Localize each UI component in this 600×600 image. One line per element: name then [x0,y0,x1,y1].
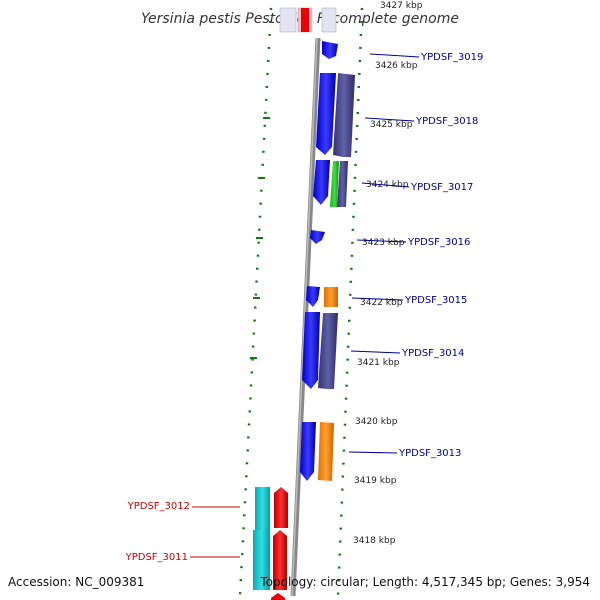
tick-label: 3426 kbp [375,61,418,71]
left-leader-lines [190,506,240,558]
gene-label-3011[interactable]: YPDSF_3011 [125,552,188,563]
gene-feature-3014-a[interactable] [302,312,320,389]
gene-label-3013[interactable]: YPDSF_3013 [398,448,461,459]
gene-feature-3014-b[interactable] [318,313,338,389]
gene-feature-3017-a[interactable] [313,160,330,205]
gene-feature-3017-c[interactable] [337,161,348,207]
gene-label-3012[interactable]: YPDSF_3012 [127,501,190,512]
right-leader-lines [348,53,420,454]
inner-guide-dashes [250,117,270,359]
gene-feature-3011-red[interactable] [273,530,287,590]
gene-feature-3013-b[interactable] [318,422,334,481]
tick-label: 3423 kbp [362,238,405,248]
gene-label-3016[interactable]: YPDSF_3016 [407,237,470,248]
gene-feature-3016[interactable] [310,230,325,244]
gene-label-3018[interactable]: YPDSF_3018 [415,116,478,127]
gene-feature-bottom-red[interactable] [271,593,285,600]
tick-label: 3419 kbp [354,476,397,486]
gene-feature-3017-b[interactable] [330,161,339,207]
gene-feature-3019[interactable] [322,41,338,59]
tick-label: 3427 kbp [380,1,423,11]
gene-feature-3013-a[interactable] [300,422,316,481]
tick-label: 3420 kbp [355,417,398,427]
left-gene-labels: YPDSF_3012 YPDSF_3011 [125,501,190,563]
tick-labels: 3427 kbp 3426 kbp 3425 kbp 3424 kbp 3423… [353,1,423,546]
feature-top-red[interactable] [301,8,309,32]
gene-label-3014[interactable]: YPDSF_3014 [401,348,464,359]
gene-feature-3018-a[interactable] [316,73,336,155]
tick-label: 3421 kbp [357,358,400,368]
feature-top-light[interactable] [279,7,297,33]
gene-label-3019[interactable]: YPDSF_3019 [420,52,483,63]
right-gene-labels: YPDSF_3019 YPDSF_3018 YPDSF_3017 YPDSF_3… [398,52,483,459]
gene-feature-3012-cyan[interactable] [255,487,270,530]
gene-label-3015[interactable]: YPDSF_3015 [404,295,467,306]
tick-label: 3418 kbp [353,536,396,546]
gene-feature-3015-a[interactable] [306,286,320,307]
tick-label: 3425 kbp [370,120,413,130]
topology-text: Topology: circular; Length: 4,517,345 bp… [259,575,590,589]
feature-top-light-right[interactable] [321,7,337,33]
gene-feature-3018-b[interactable] [333,73,355,157]
tick-label: 3422 kbp [360,298,403,308]
gene-feature-3012-red[interactable] [274,487,288,528]
gene-label-3017[interactable]: YPDSF_3017 [410,182,473,193]
accession-text: Accession: NC_009381 [8,575,144,589]
gene-feature-3015-b[interactable] [324,287,338,307]
gene-feature-3011-cyan[interactable] [253,530,270,590]
genome-axis-highlight [291,37,318,597]
